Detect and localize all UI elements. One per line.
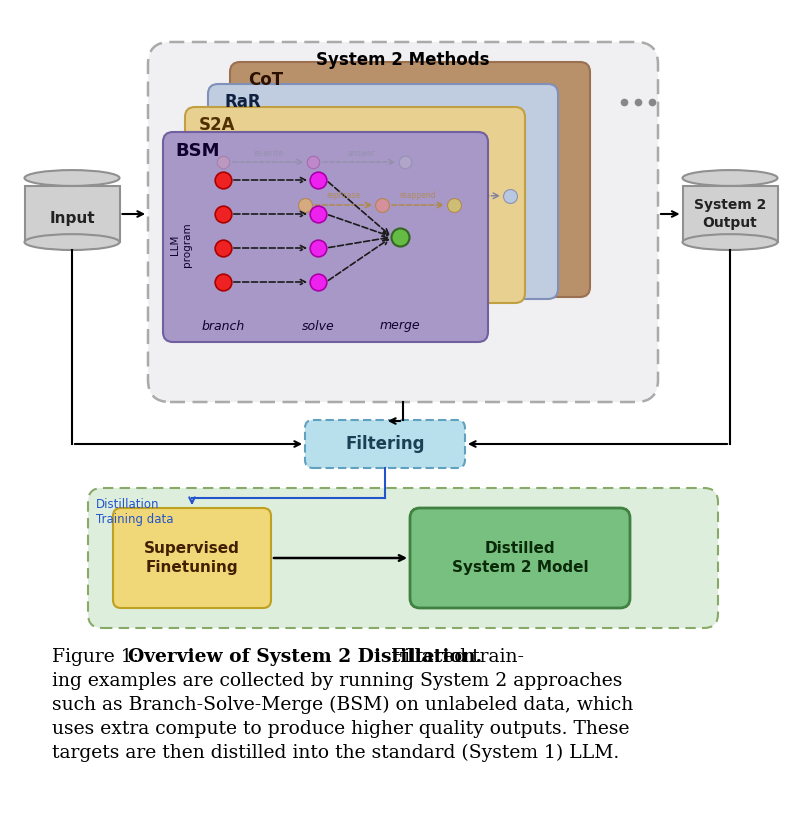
FancyBboxPatch shape	[208, 84, 558, 299]
Text: System 2
Output: System 2 Output	[694, 198, 767, 229]
Text: Input: Input	[49, 211, 95, 225]
FancyBboxPatch shape	[185, 107, 525, 303]
Text: Filtered train-: Filtered train-	[385, 648, 524, 666]
FancyBboxPatch shape	[163, 132, 488, 342]
FancyBboxPatch shape	[113, 508, 271, 608]
Text: ing examples are collected by running System 2 approaches: ing examples are collected by running Sy…	[52, 672, 622, 690]
Text: re-write: re-write	[253, 149, 283, 157]
Text: Distilled
System 2 Model: Distilled System 2 Model	[451, 541, 588, 574]
Text: System 2 Methods: System 2 Methods	[316, 51, 490, 69]
FancyBboxPatch shape	[410, 508, 630, 608]
Text: reappend: reappend	[400, 190, 436, 199]
FancyBboxPatch shape	[230, 62, 590, 297]
Ellipse shape	[24, 170, 119, 186]
Text: Figure 1:: Figure 1:	[52, 648, 145, 666]
Text: S2A: S2A	[199, 116, 235, 134]
Text: merge: merge	[380, 320, 420, 332]
Text: targets are then distilled into the standard (System 1) LLM.: targets are then distilled into the stan…	[52, 744, 619, 762]
FancyBboxPatch shape	[148, 42, 658, 402]
Ellipse shape	[24, 234, 119, 250]
Text: rephrase: rephrase	[326, 190, 360, 199]
Bar	[683, 186, 778, 242]
FancyBboxPatch shape	[305, 420, 465, 468]
Text: answer: answer	[347, 149, 376, 157]
FancyBboxPatch shape	[88, 488, 718, 628]
Text: LLM
program: LLM program	[170, 223, 192, 268]
Ellipse shape	[683, 170, 778, 186]
Text: Overview of System 2 Distillation.: Overview of System 2 Distillation.	[128, 648, 482, 666]
Bar	[24, 186, 119, 242]
Text: solve: solve	[301, 320, 334, 332]
Text: branch: branch	[202, 320, 245, 332]
Text: Filtering: Filtering	[345, 435, 425, 453]
Ellipse shape	[683, 234, 778, 250]
Text: RaR: RaR	[224, 93, 260, 111]
Text: BSM: BSM	[175, 142, 219, 160]
Text: such as Branch-Solve-Merge (BSM) on unlabeled data, which: such as Branch-Solve-Merge (BSM) on unla…	[52, 696, 634, 714]
Text: Distillation
Training data: Distillation Training data	[96, 498, 173, 526]
Text: uses extra compute to produce higher quality outputs. These: uses extra compute to produce higher qua…	[52, 720, 629, 738]
Text: Supervised
Finetuning: Supervised Finetuning	[144, 541, 240, 574]
Text: CoT: CoT	[248, 71, 283, 89]
